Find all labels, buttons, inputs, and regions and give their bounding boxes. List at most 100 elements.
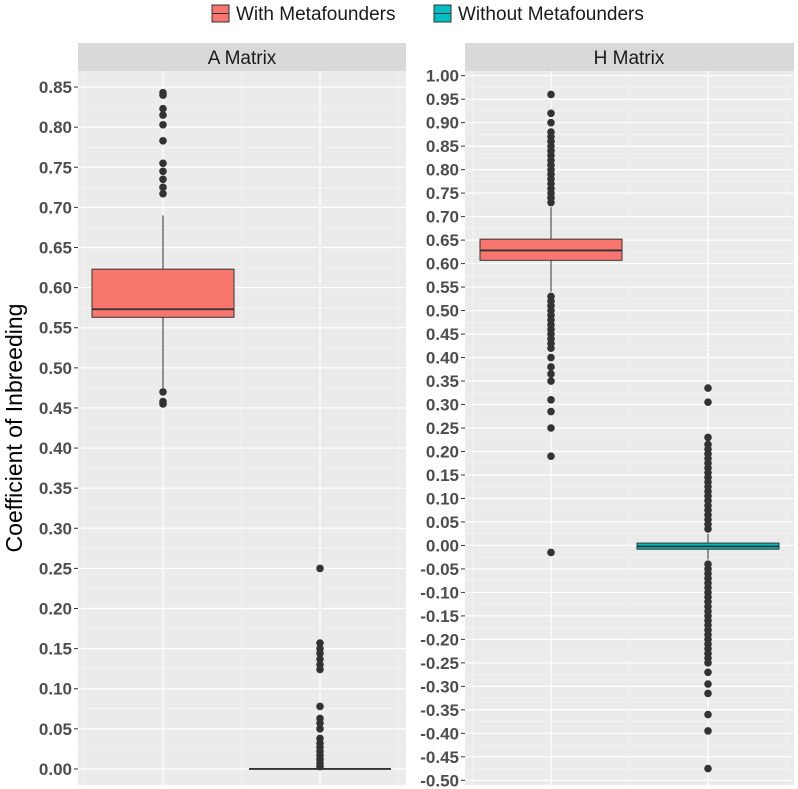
outlier-point (547, 118, 555, 127)
y-tick-label: 0.95 (426, 90, 459, 109)
outlier-point (159, 104, 167, 113)
y-tick-label: 0.10 (426, 489, 459, 508)
box-with-metafounders (479, 90, 623, 557)
outlier-point (159, 88, 167, 97)
outlier-point (704, 659, 712, 667)
legend-label-without-metafounders: Without Metafounders (458, 4, 644, 25)
outlier-point (704, 710, 712, 719)
legend-entry-with-metafounders: With Metafounders (211, 4, 395, 25)
y-ticks-a-matrix: 0.00 0.05 0.10 0.15 0.20 0.25 0.30 0.35 0.40 0.45… (39, 78, 78, 779)
outlier-point (704, 668, 712, 677)
panel-h-matrix: H Matrix -0.50-0.45-0.40-0.35-0.30-0.25-… (420, 43, 794, 789)
outlier-point (547, 344, 555, 352)
y-tick-label: 0.25 (426, 419, 459, 438)
y-tick-label: -0.40 (420, 724, 459, 743)
y-tick-label: -0.50 (420, 771, 459, 789)
y-tick-label: -0.45 (420, 748, 459, 767)
outlier-point (159, 175, 167, 184)
outlier-point (316, 639, 324, 647)
box-with-metafounders (91, 88, 235, 408)
y-tick-label: 0.00 (426, 536, 459, 555)
y-tick-label: 0.45 (426, 325, 459, 344)
outlier-point (316, 644, 324, 653)
boxes-h-matrix (479, 90, 780, 773)
outlier-point (316, 655, 324, 663)
y-tick-label: 0.90 (426, 114, 459, 133)
outlier-point (704, 680, 712, 688)
y-tick-label: -0.10 (420, 583, 459, 602)
outlier-point (547, 128, 555, 136)
y-ticks-h-matrix: -0.50 -0.45 -0.40 -0.35 -0.30 -0.25 -0.20 -0.15… (420, 67, 465, 789)
outlier-point (704, 384, 712, 392)
y-tick-label: 0.40 (426, 349, 459, 368)
y-tick-label: 0.05 (426, 513, 459, 532)
legend-label-with-metafounders: With Metafounders (236, 4, 395, 25)
outlier-point (704, 398, 712, 406)
y-tick-label: -0.15 (420, 607, 459, 626)
y-tick-label: 0.65 (426, 231, 459, 250)
outlier-point (316, 714, 324, 723)
outlier-point (547, 452, 555, 460)
strip-a-matrix (78, 43, 406, 71)
outlier-point (316, 660, 324, 669)
y-tick-label: 0.15 (426, 466, 459, 485)
y-tick-label: 0.85 (426, 137, 459, 156)
y-tick-label: 0.35 (426, 372, 459, 391)
outlier-point (159, 120, 167, 129)
y-tick-label: -0.30 (420, 677, 459, 696)
y-axis-title: Coefficient of Inbreeding (1, 304, 27, 553)
boxes-a-matrix (91, 88, 391, 771)
y-tick-label: 0.80 (426, 161, 459, 180)
outlier-point (547, 377, 555, 385)
strip-label-a-matrix: A Matrix (208, 48, 277, 69)
y-tick-label: 0.00 (39, 760, 72, 779)
y-tick-label: 0.20 (39, 600, 72, 619)
outlier-point (316, 564, 324, 573)
outlier-point (159, 400, 167, 408)
y-tick-label: 1.00 (426, 67, 459, 86)
y-tick-label: 0.75 (39, 158, 72, 177)
y-tick-label: 0.75 (426, 184, 459, 203)
y-tick-label: 0.80 (39, 118, 72, 137)
y-tick-label: 0.50 (426, 302, 459, 321)
gridlines-a-matrix (78, 71, 406, 785)
outlier-point (704, 689, 712, 698)
y-tick-label: 0.15 (39, 640, 72, 659)
box-without-metafounders (249, 564, 391, 771)
outlier-point (547, 363, 555, 371)
outlier-point (159, 111, 167, 119)
y-tick-label: 0.70 (426, 208, 459, 227)
y-tick-label: 0.85 (39, 78, 72, 97)
outlier-point (159, 189, 167, 198)
outlier-point (316, 702, 324, 711)
y-tick-label: -0.20 (420, 630, 459, 649)
outlier-point (547, 407, 555, 416)
y-tick-label: 0.55 (39, 319, 72, 338)
outlier-point (547, 109, 555, 118)
y-tick-label: -0.35 (420, 701, 459, 720)
y-tick-label: -0.05 (420, 560, 459, 579)
legend: With Metafounders Without Metafounders (211, 4, 644, 25)
outlier-point (547, 370, 555, 378)
outlier-point (704, 433, 712, 442)
outlier-point (547, 396, 555, 404)
outlier-point (159, 183, 167, 192)
outlier-point (547, 424, 555, 432)
outlier-point (704, 440, 712, 449)
y-tick-label: 0.20 (426, 442, 459, 461)
y-tick-label: -0.25 (420, 654, 459, 673)
y-tick-label: 0.65 (39, 238, 72, 257)
y-tick-label: 0.35 (39, 479, 72, 498)
outlier-point (547, 353, 555, 362)
y-tick-label: 0.60 (426, 255, 459, 274)
outlier-point (704, 727, 712, 735)
y-tick-label: 0.50 (39, 359, 72, 378)
outlier-point (316, 725, 324, 733)
y-tick-label: 0.25 (39, 559, 72, 578)
outlier-point (547, 548, 555, 557)
outlier-point (547, 90, 555, 99)
strip-h-matrix (465, 43, 794, 71)
box-without-metafounders (636, 384, 780, 773)
outlier-point (159, 159, 167, 168)
